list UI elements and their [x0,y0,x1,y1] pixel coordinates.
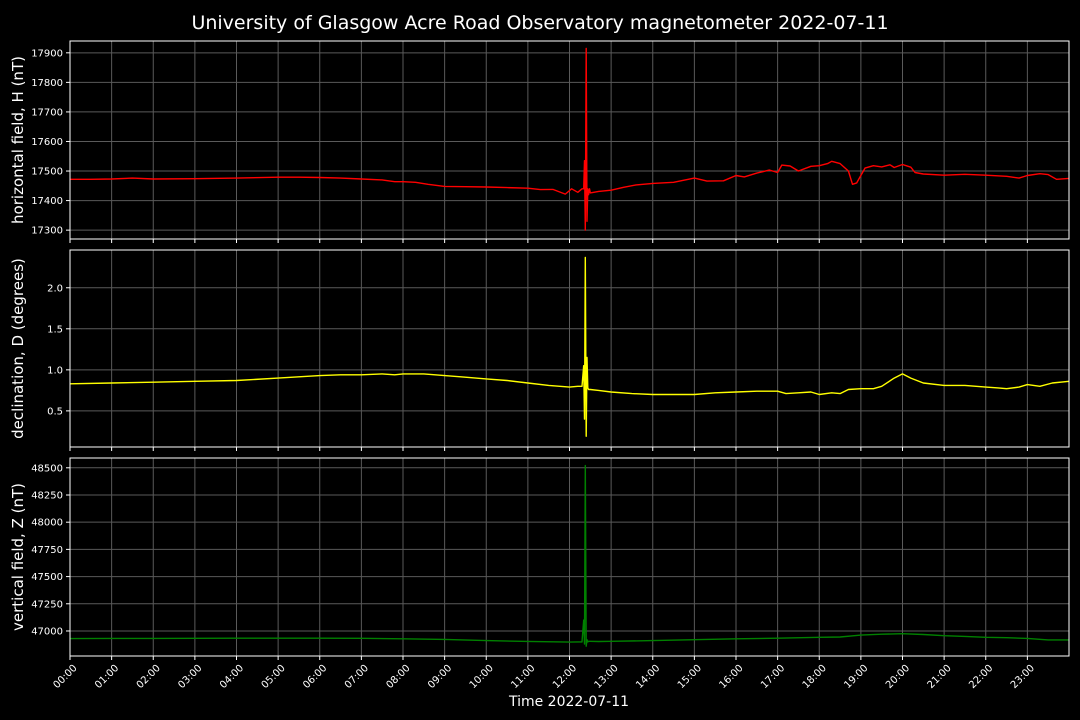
vertical-y-tick-label: 47000 [31,626,63,637]
horizontal-y-axis-label: horizontal field, H (nT) [9,56,27,224]
horizontal-y-tick-label: 17700 [31,107,63,118]
vertical-y-tick-label: 47250 [31,599,63,610]
horizontal-y-tick-label: 17400 [31,196,63,207]
declination-axes-frame [69,249,1070,448]
vertical-y-tick-label: 48500 [31,463,63,474]
declination-y-tick-label: 1.5 [47,324,63,335]
vertical-series-line [69,464,1069,647]
declination-series-line [69,256,1070,437]
vertical-y-tick-label: 48000 [31,518,63,529]
horizontal-axes-frame [69,40,1070,240]
x-axis-label: Time 2022-07-11 [508,694,629,710]
vertical-y-tick-label: 48250 [31,490,63,501]
horizontal-series-line [70,47,1070,231]
horizontal-y-tick-label: 17300 [31,226,63,237]
vertical-y-axis-label: vertical field, Z (nT) [9,483,27,631]
vertical-axes-frame [69,457,1070,657]
declination-y-axis-label: declination, D (degrees) [9,258,27,439]
horizontal-y-tick-label: 17800 [31,78,63,89]
vertical-y-tick-label: 47750 [31,545,63,556]
declination-y-tick-label: 0.5 [47,406,63,417]
horizontal-y-tick-label: 17600 [31,137,63,148]
vertical-panel: 47000 47250 47500 47750 48000 48250 48500 verti… [9,457,1070,660]
horizontal-y-tick-label: 17900 [31,48,63,59]
declination-y-tick-label: 1.0 [47,365,63,376]
horizontal-y-tick-label: 17500 [31,167,63,178]
horizontal-panel: 17300 17400 17500 17600 17700 17800 17900 horiz… [9,40,1070,243]
declination-y-tick-label: 2.0 [47,283,63,294]
vertical-y-tick-label: 47500 [31,572,63,583]
declination-panel: 0.5 1.0 1.5 2.0 declination, D (degrees) [9,249,1070,451]
chart-title: University of Glasgow Acre Road Observat… [191,12,888,34]
chart-panels: 17300 17400 17500 17600 17700 17800 17900 horiz… [9,40,1070,660]
